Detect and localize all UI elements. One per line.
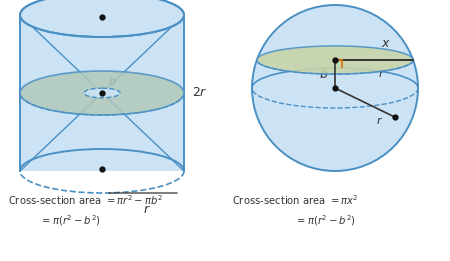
Polygon shape: [20, 15, 184, 171]
Text: $2r$: $2r$: [192, 86, 208, 99]
Text: $r$: $r$: [378, 68, 385, 79]
Ellipse shape: [252, 5, 418, 171]
Text: $x$: $x$: [381, 37, 391, 50]
Ellipse shape: [20, 71, 184, 115]
Text: $r$: $r$: [143, 203, 151, 216]
Text: $= \pi(r^2 - b^2)$: $= \pi(r^2 - b^2)$: [40, 213, 101, 228]
Text: $r$: $r$: [147, 0, 155, 2]
Ellipse shape: [20, 0, 184, 37]
Text: $b$: $b$: [319, 67, 328, 81]
Text: $= \pi(r^2 - b^2)$: $= \pi(r^2 - b^2)$: [295, 213, 356, 228]
Ellipse shape: [257, 46, 413, 74]
Text: Cross-section area $= \pi r^2 - \pi b^2$: Cross-section area $= \pi r^2 - \pi b^2$: [8, 193, 163, 207]
Text: $r$: $r$: [377, 115, 384, 126]
Ellipse shape: [84, 88, 120, 98]
Text: $b$: $b$: [108, 75, 117, 87]
Text: Cross-section area $= \pi x^2$: Cross-section area $= \pi x^2$: [232, 193, 359, 207]
